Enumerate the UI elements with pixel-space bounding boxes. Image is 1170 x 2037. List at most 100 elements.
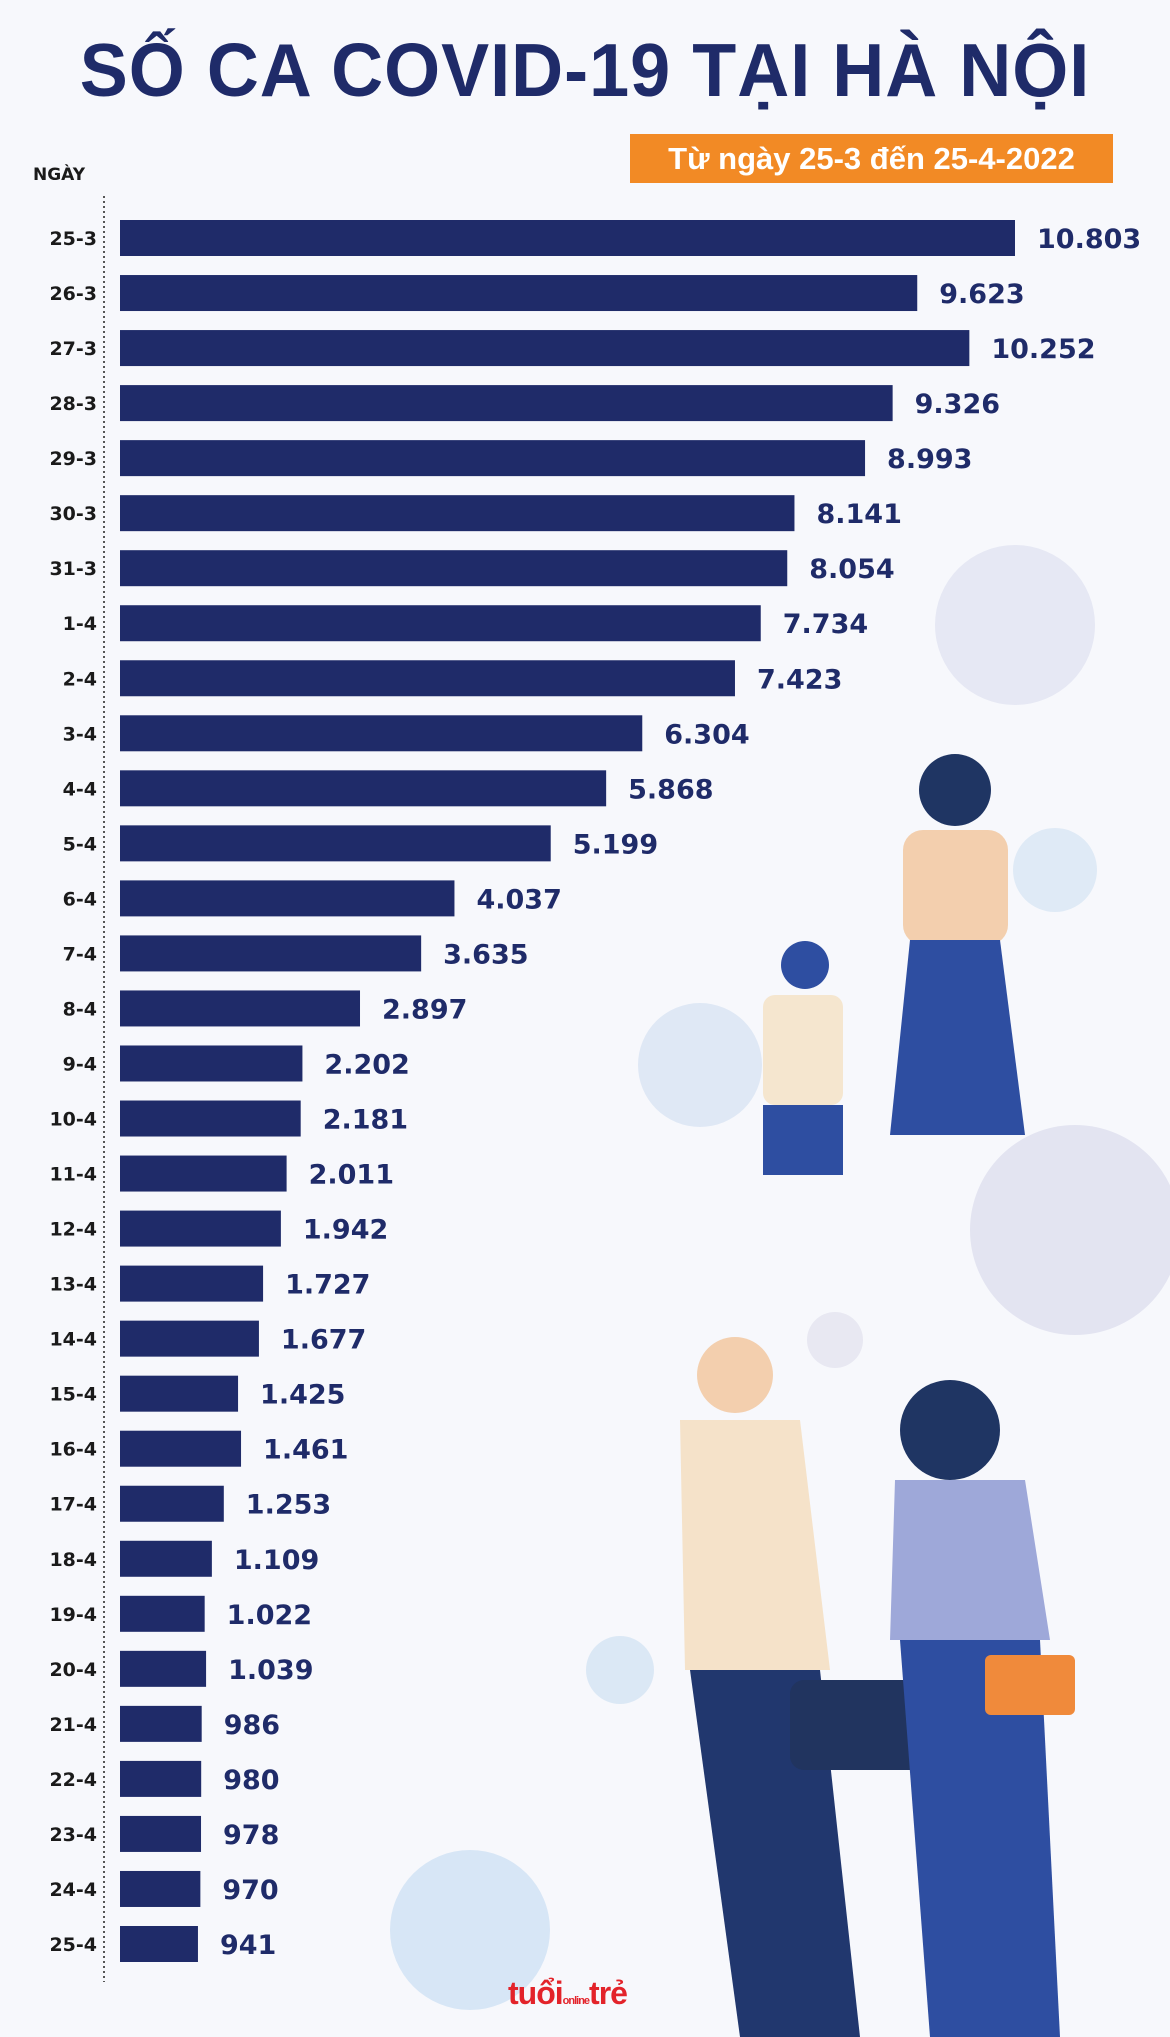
category-label: 17-4 bbox=[49, 1494, 97, 1516]
category-label: 6-4 bbox=[63, 888, 97, 910]
y-axis-label: NGÀY bbox=[33, 165, 86, 185]
woman-with-child-illustration bbox=[763, 754, 1025, 1175]
virus-icon bbox=[390, 1850, 550, 2010]
bar-30-3 bbox=[120, 495, 795, 532]
category-label: 20-4 bbox=[49, 1659, 97, 1681]
value-label: 1.727 bbox=[285, 1270, 370, 1301]
virus-icon bbox=[1013, 828, 1097, 912]
category-label: 5-4 bbox=[63, 833, 97, 855]
category-label: 9-4 bbox=[63, 1053, 97, 1075]
background-illustration bbox=[390, 545, 1170, 2037]
bar-24-4 bbox=[120, 1870, 201, 1907]
bar-25-4 bbox=[120, 1926, 198, 1962]
value-label: 1.022 bbox=[227, 1600, 312, 1631]
bar-21-4 bbox=[120, 1705, 202, 1742]
category-label: 21-4 bbox=[49, 1714, 97, 1736]
bar-4-4 bbox=[120, 770, 607, 807]
category-label: 12-4 bbox=[49, 1219, 97, 1241]
value-label: 970 bbox=[222, 1875, 278, 1906]
value-label: 1.425 bbox=[260, 1380, 345, 1411]
category-label: 3-4 bbox=[63, 723, 97, 745]
bar-14-4 bbox=[120, 1320, 259, 1357]
category-label: 13-4 bbox=[49, 1274, 97, 1296]
bar-7-4 bbox=[120, 935, 422, 972]
value-label: 1.253 bbox=[246, 1490, 331, 1521]
bar-18-4 bbox=[120, 1540, 212, 1577]
bar-6-4 bbox=[120, 880, 455, 917]
category-label: 29-3 bbox=[49, 448, 97, 470]
value-label: 8.054 bbox=[809, 554, 894, 585]
bar-16-4 bbox=[120, 1430, 242, 1467]
category-label: 30-3 bbox=[49, 503, 97, 525]
category-label: 1-4 bbox=[63, 613, 97, 635]
value-label: 3.635 bbox=[443, 939, 528, 970]
bar-10-4 bbox=[120, 1100, 301, 1137]
category-label: 4-4 bbox=[63, 778, 97, 800]
bar-2-4 bbox=[120, 660, 735, 697]
value-label: 1.942 bbox=[303, 1215, 388, 1246]
category-label: 11-4 bbox=[49, 1164, 97, 1186]
virus-icon bbox=[807, 1312, 863, 1368]
category-label: 31-3 bbox=[49, 558, 97, 580]
category-label: 16-4 bbox=[49, 1439, 97, 1461]
category-label: 22-4 bbox=[49, 1769, 97, 1791]
bar-17-4 bbox=[120, 1485, 224, 1522]
bar-1-4 bbox=[120, 605, 761, 642]
bar-15-4 bbox=[120, 1375, 239, 1412]
virus-icon bbox=[935, 545, 1095, 705]
value-label: 1.677 bbox=[281, 1325, 366, 1356]
value-label: 10.803 bbox=[1037, 224, 1141, 255]
bar-25-3 bbox=[120, 220, 1015, 256]
value-label: 978 bbox=[223, 1820, 279, 1851]
category-label: 27-3 bbox=[49, 338, 97, 360]
category-label: 14-4 bbox=[49, 1329, 97, 1351]
virus-icon bbox=[970, 1125, 1170, 1335]
value-label: 2.202 bbox=[324, 1049, 409, 1080]
value-label: 10.252 bbox=[991, 334, 1095, 365]
bar-3-4 bbox=[120, 715, 643, 752]
category-label: 25-4 bbox=[49, 1934, 97, 1956]
category-label: 7-4 bbox=[63, 943, 97, 965]
value-label: 4.037 bbox=[476, 884, 561, 915]
value-label: 1.461 bbox=[263, 1435, 348, 1466]
bar-28-3 bbox=[120, 385, 893, 422]
bar-27-3 bbox=[120, 330, 970, 367]
virus-icon bbox=[638, 1003, 762, 1127]
bar-9-4 bbox=[120, 1045, 303, 1082]
bar-8-4 bbox=[120, 990, 361, 1027]
bar-26-3 bbox=[120, 275, 918, 312]
category-label: 2-4 bbox=[63, 668, 97, 690]
value-label: 6.304 bbox=[664, 719, 749, 750]
category-label: 19-4 bbox=[49, 1604, 97, 1626]
bar-19-4 bbox=[120, 1595, 205, 1632]
couple-illustration bbox=[680, 1337, 1075, 2037]
value-label: 980 bbox=[223, 1765, 279, 1796]
bar-13-4 bbox=[120, 1265, 264, 1302]
category-label: 15-4 bbox=[49, 1384, 97, 1406]
value-label: 1.039 bbox=[228, 1655, 313, 1686]
category-label: 8-4 bbox=[63, 998, 97, 1020]
value-label: 986 bbox=[224, 1710, 280, 1741]
bar-23-4 bbox=[120, 1815, 202, 1852]
virus-icon bbox=[586, 1636, 654, 1704]
chart-subtitle: Từ ngày 25-3 đến 25-4-2022 bbox=[630, 134, 1113, 183]
tuoi-tre-logo: tuổionlinetrẻ bbox=[508, 1975, 628, 2011]
category-label: 23-4 bbox=[49, 1824, 97, 1846]
bar-29-3 bbox=[120, 440, 866, 477]
value-label: 9.623 bbox=[939, 279, 1024, 310]
bar-5-4 bbox=[120, 825, 551, 862]
value-label: 2.897 bbox=[382, 994, 467, 1025]
value-label: 8.141 bbox=[816, 499, 901, 530]
value-label: 2.181 bbox=[323, 1105, 408, 1136]
value-label: 1.109 bbox=[234, 1545, 319, 1576]
bar-22-4 bbox=[120, 1760, 202, 1797]
bar-20-4 bbox=[120, 1650, 207, 1687]
chart-title: SỐ CA COVID-19 TẠI HÀ NỘI bbox=[79, 29, 1091, 113]
bar-12-4 bbox=[120, 1210, 281, 1247]
category-label: 25-3 bbox=[49, 228, 97, 250]
category-label: 18-4 bbox=[49, 1549, 97, 1571]
value-label: 941 bbox=[220, 1930, 276, 1961]
value-label: 9.326 bbox=[915, 389, 1000, 420]
value-label: 7.423 bbox=[757, 664, 842, 695]
